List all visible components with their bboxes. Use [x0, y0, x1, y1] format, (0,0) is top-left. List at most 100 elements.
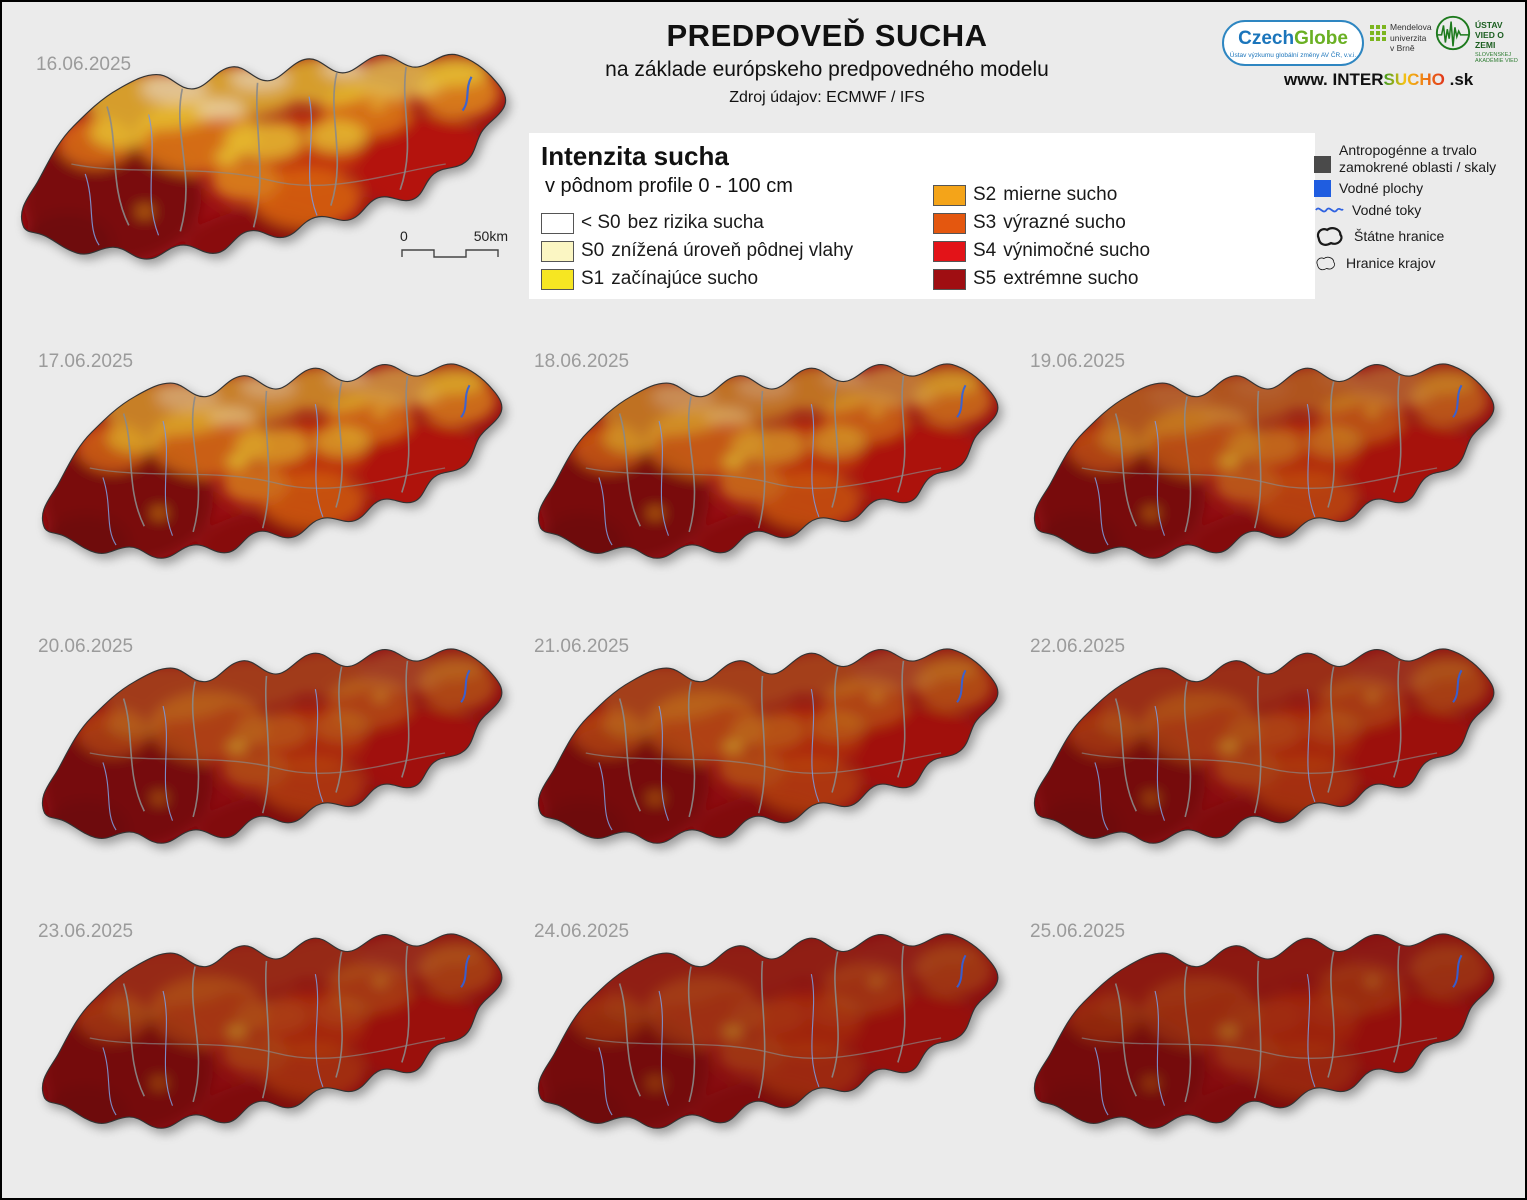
slovakia-drought-map	[520, 897, 1020, 1179]
map-date-label: 19.06.2025	[1030, 351, 1126, 372]
czechglobe-logo-text2: Globe	[1294, 28, 1348, 49]
legend-class-row: S5 extrémne sucho	[933, 265, 1150, 293]
website-inter: INTER	[1332, 70, 1384, 89]
wavy-line-icon	[1315, 207, 1344, 213]
slovakia-drought-map	[520, 612, 1020, 894]
intersucho-link[interactable]: www. INTERSUCHO .sk	[1284, 70, 1473, 90]
legend-color-swatch	[541, 268, 574, 290]
legend-color-swatch	[541, 240, 574, 262]
drought-map-panel-22-06-2025: 22.06.2025	[1016, 612, 1516, 894]
slovakia-drought-map	[24, 897, 524, 1179]
legend-item-label: Štátne hranice	[1354, 227, 1445, 244]
slovakia-drought-map	[24, 612, 524, 894]
slovakia-drought-map	[520, 327, 1020, 609]
slovakia-drought-map	[24, 327, 524, 609]
drought-map-panel-23-06-2025: 23.06.2025	[24, 897, 524, 1179]
map-date-label: 21.06.2025	[534, 636, 630, 657]
legend-water-courses: Vodné toky	[1314, 202, 1525, 219]
legend-class-label: začínajúce sucho	[611, 268, 759, 289]
mendel-logo-text: Mendelova univerzita v Brně	[1390, 22, 1432, 54]
legend-class-label: výrazné sucho	[1003, 212, 1126, 233]
drought-intensity-legend: Intenzita sucha v pôdnom profile 0 - 100…	[529, 133, 1315, 299]
uvz-logo-text: ÚSTAV VIED O ZEMI	[1475, 20, 1504, 51]
drought-map-panel-25-06-2025: 25.06.2025	[1016, 897, 1516, 1179]
legend-class-code: S2	[973, 184, 997, 205]
legend-item-label: Hranice krajov	[1346, 254, 1436, 271]
header: PREDPOVEĎ SUCHA na základe európskeho pr…	[522, 18, 1132, 107]
legend-class-code: S4	[973, 240, 997, 261]
drought-map-panel-21-06-2025: 21.06.2025	[520, 612, 1020, 894]
legend-class-label: bez rizika sucha	[627, 212, 764, 233]
legend-class-row: S3 výrazné sucho	[933, 209, 1150, 237]
map-date-label: 18.06.2025	[534, 351, 630, 372]
legend-class-row: < S0 bez rizika sucha	[541, 209, 853, 237]
legend-water-areas: Vodné plochy	[1314, 180, 1525, 198]
slovakia-drought-map	[8, 8, 523, 320]
page-subtitle: na základe európskeho predpovedného mode…	[605, 58, 1049, 81]
dark-area-swatch	[1314, 156, 1331, 173]
legend-class-code: S3	[973, 212, 997, 233]
scale-bar: 0 50km	[400, 228, 508, 262]
region-border-icon	[1316, 256, 1335, 270]
slovakia-drought-map	[1016, 897, 1516, 1179]
map-symbols-legend: Antropogénne a trvalo zamokrené oblasti …	[1314, 142, 1525, 278]
scale-max-label: 50km	[473, 228, 508, 244]
map-date-label: 17.06.2025	[38, 351, 134, 372]
uvz-logo: ÚSTAV VIED O ZEMI SLOVENSKEJ AKADÉMIE VI…	[1434, 14, 1522, 64]
legend-class-code: < S0	[581, 212, 621, 233]
map-date-label: 24.06.2025	[534, 921, 630, 942]
legend-region-borders: Hranice krajov	[1314, 254, 1525, 273]
drought-map-panel-18-06-2025: 18.06.2025	[520, 327, 1020, 609]
legend-class-row: S2 mierne sucho	[933, 181, 1150, 209]
drought-map-panel-17-06-2025: 17.06.2025	[24, 327, 524, 609]
legend-class-code: S1	[581, 268, 605, 289]
drought-map-panel-16-06-2025: 16.06.2025	[8, 8, 523, 320]
legend-class-code: S5	[973, 268, 997, 289]
data-source-note: Zdroj údajov: ECMWF / IFS	[729, 89, 925, 106]
scale-bar-line	[401, 249, 499, 258]
legend-item-label: Vodné toky	[1352, 202, 1422, 219]
water-area-swatch	[1314, 180, 1331, 198]
seismograph-icon	[1435, 15, 1471, 51]
legend-class-row: S1 začínajúce sucho	[541, 265, 853, 293]
mendel-dots-icon	[1370, 25, 1386, 54]
czechglobe-logo: CzechGlobe Ústav výzkumu globální změny …	[1222, 20, 1364, 66]
page-title: PREDPOVEĎ SUCHA	[666, 18, 988, 53]
mendel-university-logo: Mendelova univerzita v Brně	[1370, 22, 1432, 54]
map-date-label: 23.06.2025	[38, 921, 134, 942]
legend-anthropogenic-areas: Antropogénne a trvalo zamokrené oblasti …	[1314, 142, 1525, 175]
map-date-label: 20.06.2025	[38, 636, 134, 657]
legend-class-code: S0	[581, 240, 605, 261]
map-date-label: 22.06.2025	[1030, 636, 1126, 657]
legend-color-swatch	[933, 212, 966, 234]
legend-class-row: S0 znížená úroveň pôdnej vlahy	[541, 237, 853, 265]
map-date-label: 25.06.2025	[1030, 921, 1126, 942]
drought-map-panel-20-06-2025: 20.06.2025	[24, 612, 524, 894]
legend-color-swatch	[933, 268, 966, 290]
legend-item-label: Antropogénne a trvalo zamokrené oblasti …	[1339, 142, 1497, 175]
website-www: www.	[1284, 70, 1333, 89]
slovakia-drought-map	[1016, 612, 1516, 894]
uvz-sub-text: SLOVENSKEJ AKADÉMIE VIED	[1475, 51, 1518, 64]
legend-state-borders: Štátne hranice	[1314, 224, 1525, 249]
scale-zero-label: 0	[400, 228, 408, 244]
legend-color-swatch	[933, 240, 966, 262]
legend-class-label: výnimočné sucho	[1003, 240, 1151, 261]
legend-color-swatch	[933, 184, 966, 206]
state-border-icon	[1316, 226, 1343, 246]
slovakia-drought-map	[1016, 327, 1516, 609]
legend-title: Intenzita sucha	[541, 141, 729, 171]
website-sk: .sk	[1444, 70, 1474, 89]
drought-map-panel-19-06-2025: 19.06.2025	[1016, 327, 1516, 609]
legend-class-label: extrémne sucho	[1003, 268, 1139, 289]
map-date-label: 16.06.2025	[36, 54, 132, 75]
czechglobe-logo-text: Czech	[1238, 28, 1295, 49]
legend-class-label: mierne sucho	[1003, 184, 1118, 205]
legend-item-label: Vodné plochy	[1339, 180, 1424, 197]
legend-class-row: S4 výnimočné sucho	[933, 237, 1150, 265]
website-sucho: SUCHO	[1383, 70, 1445, 89]
legend-color-swatch	[541, 212, 574, 234]
drought-map-panel-24-06-2025: 24.06.2025	[520, 897, 1020, 1179]
czechglobe-sub-text: Ústav výzkumu globální změny AV ČR, v.v.…	[1229, 52, 1357, 59]
